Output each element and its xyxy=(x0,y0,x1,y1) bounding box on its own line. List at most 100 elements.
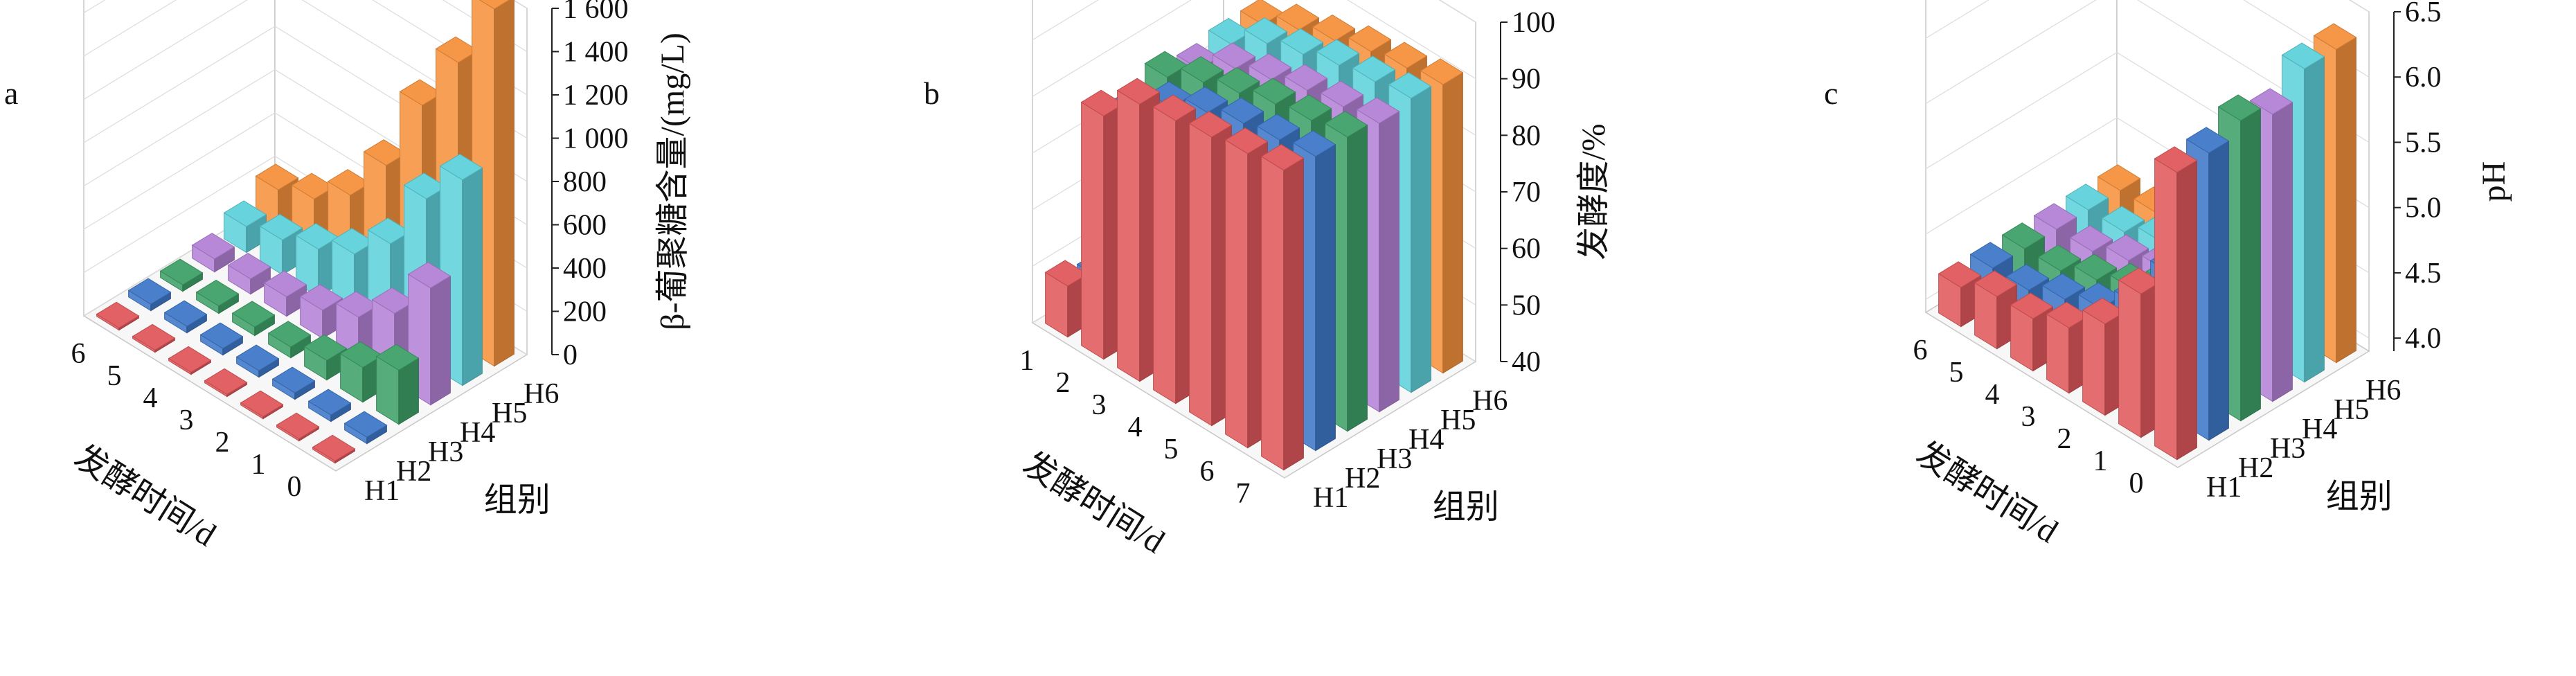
grid-line xyxy=(83,0,528,96)
bar-face-top xyxy=(1974,270,2018,297)
bar xyxy=(223,200,267,254)
bar xyxy=(231,301,276,337)
bar-face-top xyxy=(127,278,172,305)
bar-face-top xyxy=(231,301,276,328)
bar-face-top xyxy=(291,172,335,199)
bar-face-top xyxy=(1216,66,1260,94)
bar-face-front xyxy=(1315,143,1336,452)
z-tick-label: 5.5 xyxy=(2405,127,2442,159)
y-tick-label: H5 xyxy=(1440,404,1476,436)
bars xyxy=(1938,23,2357,461)
y-tick-label: H2 xyxy=(1345,463,1380,495)
bar-face-top xyxy=(375,344,420,371)
bar-face-top xyxy=(1384,42,1428,69)
x-tick-label: 2 xyxy=(215,427,230,459)
bar-face-top xyxy=(276,412,320,440)
bar-face-top xyxy=(331,228,375,255)
bar-face-top xyxy=(343,411,388,438)
bar-face-top xyxy=(1180,56,1224,83)
bar-face-front xyxy=(1411,85,1431,393)
y-tick-label: H3 xyxy=(1377,443,1412,475)
z-tick-label: 600 xyxy=(563,210,607,242)
z-tick-label: 50 xyxy=(1512,290,1541,321)
bar xyxy=(307,389,352,423)
bar-face-top xyxy=(439,153,483,181)
bar-face-top xyxy=(1240,0,1284,26)
bar-face-top xyxy=(312,434,356,462)
bar xyxy=(235,344,280,378)
bar-face-top xyxy=(407,262,451,289)
z-axis: 4.0 4.5 5.0 5.5 6.0 6.5 pH xyxy=(2393,0,2512,355)
bar-face-side xyxy=(1153,106,1177,404)
bar-face-top xyxy=(2033,203,2077,230)
z-tick-label: 90 xyxy=(1512,64,1541,96)
bar xyxy=(168,346,212,375)
x-tick-label: 6 xyxy=(1200,456,1215,488)
bar-face-top xyxy=(2046,301,2090,328)
bar-face-top xyxy=(478,0,510,10)
bar-face-top xyxy=(2154,146,2198,173)
bar-face-top xyxy=(235,344,280,371)
bar-face-top xyxy=(240,390,284,418)
bar-face-top xyxy=(303,334,348,362)
bar-face-top xyxy=(132,323,176,351)
z-tick-label: 6.0 xyxy=(2405,62,2442,94)
y-axis-label: 组别 xyxy=(484,482,551,519)
x-tick-label: 1 xyxy=(1020,345,1035,377)
bar xyxy=(195,279,240,314)
bar xyxy=(159,258,204,292)
bar-face-top xyxy=(2037,244,2082,272)
y-tick-label: H4 xyxy=(1408,424,1444,456)
bar-face-top xyxy=(263,270,307,298)
bar-face-top xyxy=(1356,97,1400,124)
y-tick-label: H3 xyxy=(428,436,463,468)
bar-face-top xyxy=(367,217,411,244)
x-tick-label: 5 xyxy=(1949,357,1964,389)
bar-face-top xyxy=(1152,94,1197,121)
bar-face-top xyxy=(1348,25,1392,53)
y-axis-label: 组别 xyxy=(1433,489,1499,526)
bar xyxy=(2154,146,2198,461)
bar-face-front xyxy=(2272,101,2293,402)
bar-face-top xyxy=(2010,292,2054,319)
z-tick-label: 4.0 xyxy=(2405,323,2442,355)
x-tick-label: 1 xyxy=(2093,445,2108,477)
bar-face-top xyxy=(1320,80,1364,107)
bar-face-top xyxy=(1116,78,1161,105)
z-tick-label: 70 xyxy=(1512,177,1541,208)
z-tick-label: 0 xyxy=(563,339,578,371)
bar-face-side xyxy=(2154,158,2178,461)
bars xyxy=(96,0,515,464)
bar xyxy=(127,278,172,312)
x-tick-label: 4 xyxy=(143,382,158,414)
x-tick-label: 3 xyxy=(1092,389,1107,421)
bars xyxy=(1044,0,1464,471)
x-tick-label: 6 xyxy=(1913,335,1928,366)
x-axis-label: 发酵时间/d xyxy=(1017,445,1171,560)
bar-face-top xyxy=(227,252,271,280)
x-tick-label: 3 xyxy=(2021,401,2036,433)
bar-face-top xyxy=(363,139,407,166)
x-tick-label: 3 xyxy=(179,404,194,436)
y-tick-label: H5 xyxy=(2334,394,2369,426)
bar-face-top xyxy=(1284,64,1328,91)
y-tick-label: H4 xyxy=(2302,413,2337,445)
bar-face-top xyxy=(1969,242,2014,269)
y-tick-label: H6 xyxy=(524,378,559,410)
bar-face-top xyxy=(255,163,299,190)
bar-face-top xyxy=(2005,264,2050,291)
bar-face-top xyxy=(1288,94,1332,121)
y-tick-label: H4 xyxy=(460,417,495,449)
bar xyxy=(375,344,420,425)
x-tick-label: 5 xyxy=(107,360,122,392)
bar-face-top xyxy=(2105,234,2149,261)
bar-face-top xyxy=(1188,111,1233,138)
bar-face-top xyxy=(1420,58,1464,85)
bar-face-front xyxy=(1379,110,1399,413)
y-tick-label: H1 xyxy=(1313,482,1348,514)
bar-face-front xyxy=(1347,124,1368,432)
bar-face-top xyxy=(2082,297,2126,325)
z-tick-label: 200 xyxy=(563,296,607,328)
z-axis-label: β-葡聚糖含量/(mg/L) xyxy=(654,33,691,330)
x-axis-label: 发酵时间/d xyxy=(68,438,222,553)
